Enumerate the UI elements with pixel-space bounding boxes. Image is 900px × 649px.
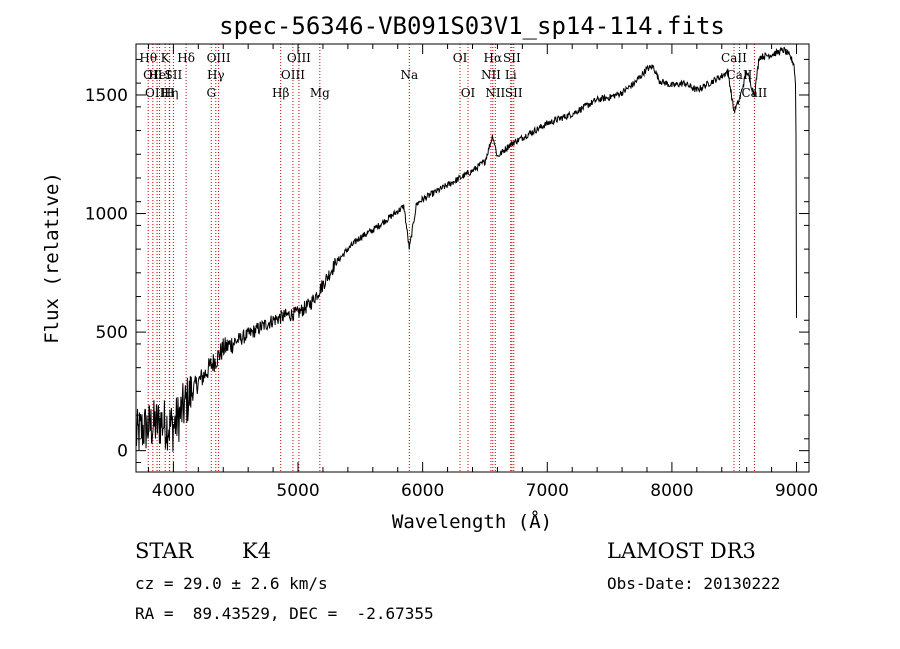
x-tick-label-3: 7000 [526,481,569,501]
observation-date: Obs-Date: 20130222 [607,574,781,593]
line-label-21: NII [485,86,505,100]
x-tick-label-4: 8000 [650,481,693,501]
spectral-line-markers [147,44,755,472]
ra-dec-coordinates: RA = 89.43529, DEC = -2.67355 [135,604,434,623]
x-axis-ticks: 4000 5000 6000 7000 8000 9000 [147,44,818,501]
line-label-12: Hβ [272,86,289,100]
y-tick-label-1: 500 [96,323,128,343]
line-label-24: SII [505,86,523,100]
line-label-4: K [161,51,171,65]
line-label-17: OI [453,51,468,65]
y-axis-ticks: 0 500 1000 1500 [85,58,809,464]
line-label-3: HeI [148,68,171,82]
line-label-11: OIII [207,51,231,65]
line-label-16: Na [400,68,418,82]
plot-frame [135,43,810,473]
survey-name: LAMOST DR3 [607,539,756,563]
spectrum-series [135,46,797,452]
line-label-13: OIII [281,68,305,82]
line-label-14: OIII [287,51,311,65]
line-label-25: CaII [721,51,747,65]
line-label-0: Hθ [139,51,157,65]
line-label-6: SII [165,68,183,82]
x-tick-label-5: 9000 [775,481,818,501]
y-axis-label: Flux (relative) [41,172,63,344]
line-label-20: Hα [484,51,503,65]
line-label-27: CaII [741,86,767,100]
y-tick-label-3: 1500 [85,86,128,106]
line-label-1: OII [143,68,163,82]
y-tick-label-2: 1000 [85,205,128,225]
spectral-line-labels: Hθ OII OIII HeI K Hη SII H Hδ G Hγ OIII Hβ OIII OIII Mg… [139,51,767,100]
line-label-5: Hη [161,86,179,100]
x-tick-label-1: 5000 [276,481,319,501]
line-label-18: OI [461,86,476,100]
line-label-2: OIII [145,86,169,100]
line-label-15: Mg [310,86,330,100]
chart-title: spec-56346-VB091S03V1_sp14-114.fits [219,12,725,40]
object-subclass: K4 [242,539,272,563]
line-label-9: G [206,86,216,100]
line-label-19: NII [481,68,501,82]
line-label-23: SII [503,51,521,65]
redshift-cz: cz = 29.0 ± 2.6 km/s [135,574,328,593]
line-label-22: Li [505,68,517,82]
y-tick-label-0: 0 [117,442,128,462]
line-label-7: H [164,86,174,100]
x-axis-label: Wavelength (Å) [392,510,552,533]
line-label-10: Hγ [207,68,225,82]
x-tick-label-2: 6000 [401,481,444,501]
x-tick-label-0: 4000 [152,481,195,501]
object-class: STAR [135,539,194,563]
line-label-8: Hδ [177,51,195,65]
